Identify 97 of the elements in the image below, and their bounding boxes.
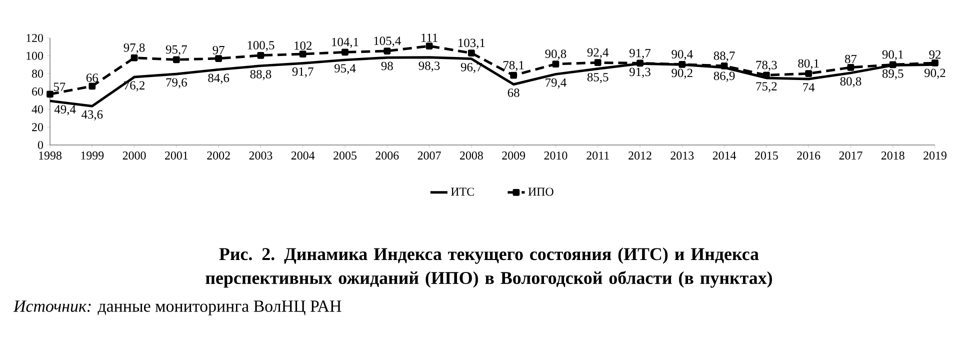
data-label: 92 [929,50,941,59]
point [510,72,518,79]
x-tick-label: 2019 [924,152,946,160]
data-label: 88,7 [714,52,735,62]
point [678,60,686,68]
data-label: 78,1 [504,60,524,72]
data-label: 79,4 [546,78,566,89]
data-label: 57 [54,82,66,91]
point [257,52,264,59]
point [384,48,391,54]
data-label: 97 [212,46,224,54]
point [720,62,728,70]
data-label: 74 [803,83,815,92]
x-tick-label: 2010 [544,152,568,160]
x-tick-label: 1998 [39,152,62,160]
x-tick-label: 2001 [165,152,188,160]
point [342,48,348,56]
data-label: 84,6 [208,74,230,84]
text: Рис. 2. Динамика Индекса текущего состояния (ИТС) и Индекса перспективных ожиданий (ИПО) в Вологодской области (в пунктах) [206,248,772,288]
data-label: 91,3 [630,68,650,78]
data-label: 91,7 [292,67,314,78]
data-label: 98,3 [418,62,440,72]
data-label: 95,4 [334,64,356,74]
x-tick-label: 2011 [586,152,609,160]
y-tick-label: 60 [32,87,44,96]
y-tick-label: 40 [32,105,44,114]
x-tick-label: 2003 [249,152,272,160]
point [847,64,854,71]
x-tick-label: 2018 [881,152,904,160]
data-label: 105,4 [374,36,401,47]
data-label: 100,5 [248,41,274,52]
x-tick-label: 2004 [291,152,315,160]
x-tick-label: 2007 [418,152,441,160]
y-tick-label: 100 [26,52,44,60]
data-label: 90,4 [672,50,693,60]
data-label: 75,2 [756,82,777,92]
data-label: 103,1 [458,38,485,49]
point [552,60,560,68]
data-label: 89,5 [882,69,904,80]
data-label: 97,8 [124,43,145,54]
data-label: 49,4 [54,105,76,116]
point [299,50,306,58]
data-label: 88,8 [250,70,272,80]
x-tick-label: 2008 [460,152,483,160]
data-label: 111 [422,34,438,42]
x-tick-label: 2015 [755,152,778,160]
data-label: 80,1 [798,59,819,70]
data-label: 43,6 [81,110,103,120]
data-label: 91,7 [630,48,651,60]
x-tick-label: 2005 [334,152,356,160]
point [426,42,433,50]
data-label: 66 [86,74,98,82]
point [805,70,812,78]
x-tick-label: 2012 [628,152,652,160]
data-label: 102 [294,41,312,50]
data-label: 95,7 [166,45,187,56]
data-label: 98 [381,62,393,70]
data-label: 80,8 [840,77,862,88]
x-tick-label: 2014 [712,152,736,160]
y-tick-label: 20 [32,123,44,132]
point [636,60,644,67]
point [468,50,475,57]
data-label: 104,1 [332,38,358,48]
data-label: 86,9 [714,72,735,82]
x-tick-label: 2002 [207,152,230,160]
x-tick-label: 2009 [502,152,526,160]
data-label: 79,6 [166,78,187,88]
legend-label: ИТС [451,188,474,196]
x-tick-label: 2006 [376,152,399,160]
data-label: 85,5 [587,72,608,84]
data-label: 92,4 [587,48,609,58]
point [130,54,138,62]
data-label: 68 [508,88,520,97]
x-tick-label: 2016 [797,152,820,160]
point [215,55,222,62]
point [763,72,770,79]
data-label: 90,2 [924,68,946,79]
point [172,56,180,64]
legend-label: ИПО [528,188,554,196]
data-label: 78,3 [756,60,777,71]
point [88,82,96,90]
data-label: 87 [844,54,857,64]
x-tick-label: 1999 [81,152,104,160]
x-tick-label: 2017 [839,152,862,160]
data-label: 90,1 [882,50,904,60]
y-tick-label: 80 [32,70,44,78]
data-label: 90,2 [672,68,692,79]
x-tick-label: 2013 [670,152,694,160]
point [889,61,896,68]
x-tick-label: 2000 [122,152,146,160]
data-label: 90,8 [545,50,566,60]
point [594,59,602,66]
y-tick-label: 120 [26,34,44,42]
y-tick-label: 0 [38,140,44,150]
point [932,60,938,66]
point [46,90,54,98]
text: Источник: данные мониторинга ВолНЦ РАН [13,300,342,316]
